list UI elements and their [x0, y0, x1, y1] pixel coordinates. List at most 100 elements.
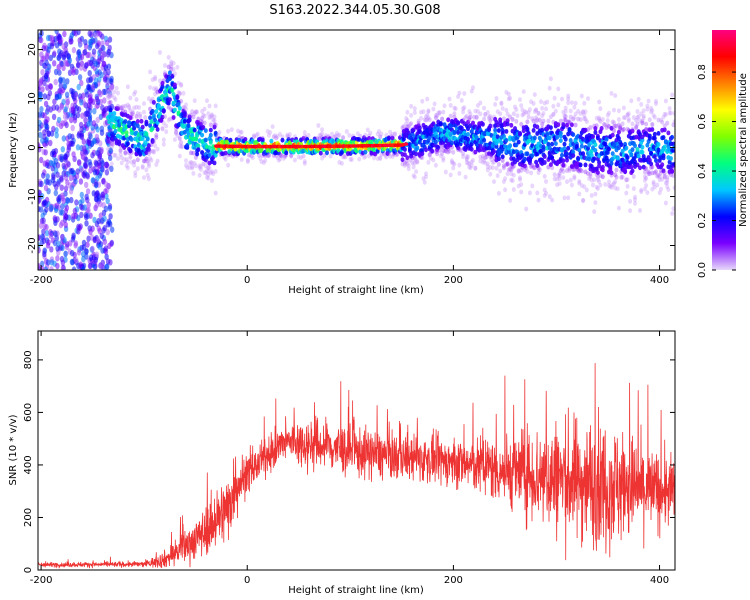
- heatmap-cell: [440, 151, 445, 157]
- heatmap-cell: [153, 91, 158, 97]
- heatmap-cell: [125, 141, 130, 147]
- heatmap-cell: [177, 153, 182, 159]
- heatmap-cell: [71, 151, 76, 158]
- heatmap-cell: [166, 64, 171, 70]
- heatmap-cell: [108, 147, 113, 154]
- heatmap-cell: [203, 128, 208, 134]
- heatmap-cell: [105, 197, 110, 205]
- heatmap-cell: [207, 115, 212, 120]
- heatmap-cell: [109, 161, 114, 167]
- heatmap-cell: [161, 108, 166, 114]
- heatmap-cell: [76, 214, 81, 222]
- heatmap-cell: [420, 98, 425, 104]
- heatmap-cell: [525, 119, 530, 125]
- colorbar-gradient: [712, 30, 736, 270]
- spectrogram-xtick-label: 0: [244, 275, 250, 286]
- heatmap-cell: [109, 93, 114, 98]
- heatmap-cell: [640, 149, 645, 155]
- heatmap-cell: [184, 102, 188, 108]
- heatmap-cell: [54, 132, 59, 139]
- heatmap-cell: [458, 147, 463, 153]
- heatmap-cell: [190, 109, 195, 114]
- heatmap-cell: [85, 173, 91, 180]
- heatmap-cell: [120, 108, 125, 114]
- heatmap-cell: [106, 68, 111, 76]
- heatmap-cell: [375, 149, 380, 154]
- heatmap-cell: [84, 91, 90, 98]
- heatmap-cell: [63, 163, 69, 170]
- heatmap-cell: [572, 104, 577, 110]
- heatmap-cell: [176, 102, 181, 107]
- heatmap-cell: [424, 174, 428, 180]
- heatmap-cell: [449, 140, 454, 146]
- heatmap-cell: [624, 145, 629, 151]
- heatmap-cell: [142, 109, 146, 115]
- heatmap-cell: [625, 184, 630, 189]
- heatmap-cell: [540, 125, 545, 131]
- heatmap-cell: [431, 106, 436, 112]
- heatmap-cell: [239, 157, 244, 163]
- heatmap-cell: [181, 105, 186, 110]
- heatmap-cell: [172, 137, 177, 143]
- heatmap-cell: [612, 107, 616, 113]
- heatmap-cell: [216, 132, 221, 138]
- heatmap-cell: [478, 100, 483, 106]
- heatmap-cell: [78, 178, 84, 185]
- heatmap-cell: [38, 206, 44, 213]
- heatmap-cell: [63, 185, 69, 192]
- heatmap-cell: [609, 91, 614, 96]
- heatmap-cell: [51, 174, 56, 181]
- heatmap-cell: [104, 161, 109, 169]
- heatmap-cell: [81, 239, 87, 247]
- heatmap-cell: [90, 83, 96, 91]
- heatmap-cell: [92, 169, 98, 176]
- heatmap-cell: [593, 200, 598, 206]
- heatmap-cell: [456, 147, 461, 153]
- heatmap-cell: [100, 40, 105, 47]
- heatmap-cell: [655, 182, 660, 188]
- heatmap-cell: [110, 226, 115, 233]
- heatmap-cell: [492, 149, 496, 155]
- heatmap-cell: [177, 143, 182, 149]
- heatmap-cell: [170, 87, 175, 93]
- heatmap-cell: [336, 133, 341, 139]
- colorbar-tick-label: 0.8: [697, 64, 708, 80]
- heatmap-cell: [296, 154, 301, 160]
- heatmap-cell: [130, 111, 135, 116]
- heatmap-cell: [582, 100, 587, 106]
- heatmap-cell: [61, 98, 66, 106]
- heatmap-cell: [405, 109, 410, 115]
- heatmap-cell: [630, 121, 635, 127]
- heatmap-cell: [104, 181, 109, 188]
- heatmap-cell: [38, 119, 42, 127]
- heatmap-cell: [60, 192, 65, 199]
- heatmap-cell: [541, 118, 546, 124]
- heatmap-cell: [519, 189, 524, 195]
- heatmap-cell: [586, 96, 590, 101]
- heatmap-cell: [112, 89, 117, 95]
- heatmap-cell: [154, 86, 159, 91]
- heatmap-cell: [49, 204, 54, 212]
- heatmap-cell: [49, 266, 54, 270]
- heatmap-cell: [190, 160, 195, 166]
- heatmap-cell: [193, 163, 198, 169]
- heatmap-cell: [542, 154, 547, 159]
- heatmap-cell: [357, 137, 362, 142]
- heatmap-cell: [375, 156, 380, 162]
- heatmap-cell: [561, 158, 566, 164]
- heatmap-cell: [212, 124, 217, 130]
- heatmap-cell: [412, 106, 417, 111]
- heatmap-cell: [129, 150, 134, 155]
- heatmap-cell: [79, 99, 84, 106]
- heatmap-cell: [75, 144, 81, 151]
- heatmap-cell: [42, 199, 47, 206]
- heatmap-cell: [421, 109, 426, 115]
- heatmap-cell: [269, 138, 274, 144]
- heatmap-cell: [41, 45, 46, 52]
- heatmap-cell: [195, 151, 200, 157]
- heatmap-cell: [200, 115, 205, 121]
- heatmap-cell: [415, 145, 420, 151]
- heatmap-cell: [447, 148, 452, 154]
- heatmap-cell: [555, 134, 560, 140]
- heatmap-cell: [323, 133, 328, 139]
